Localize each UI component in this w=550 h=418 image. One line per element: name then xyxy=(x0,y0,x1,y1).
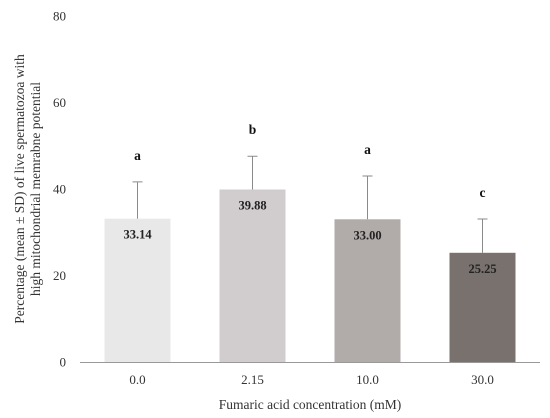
significance-letter: a xyxy=(364,142,371,157)
y-axis-title: Percentage (mean ± SD) of live spermatoz… xyxy=(12,54,43,324)
x-tick-label: 0.0 xyxy=(129,372,145,387)
data-label: 39.88 xyxy=(238,199,266,213)
data-label: 33.14 xyxy=(123,228,152,242)
error-bar xyxy=(362,175,373,220)
bar xyxy=(449,252,516,362)
bar xyxy=(334,219,401,362)
bar xyxy=(219,189,286,362)
y-axis-title-line-1: Percentage (mean ± SD) of live spermatoz… xyxy=(12,54,27,324)
x-axis-ticks: 0.0 2.15 10.0 30.0 xyxy=(129,372,494,387)
bars xyxy=(104,189,516,362)
y-tick-label: 60 xyxy=(53,95,66,110)
data-label: 25.25 xyxy=(468,262,496,276)
x-axis-title: Fumaric acid concentration (mM) xyxy=(219,397,402,412)
y-tick-label: 20 xyxy=(53,268,66,283)
significance-letter: c xyxy=(480,185,486,200)
significance-letters: a b a c xyxy=(134,122,485,200)
x-tick-label: 2.15 xyxy=(241,372,264,387)
x-tick-label: 30.0 xyxy=(471,372,494,387)
y-axis-ticks: 0 20 40 60 80 xyxy=(53,9,66,370)
error-bar xyxy=(247,155,258,190)
y-axis-title-line-2: high mitochondrial memrabne potential xyxy=(28,82,43,296)
error-bar xyxy=(132,181,143,219)
error-bars xyxy=(132,155,488,253)
y-tick-label: 80 xyxy=(53,9,66,24)
y-tick-label: 40 xyxy=(53,182,66,197)
bar xyxy=(104,218,171,362)
significance-letter: b xyxy=(249,122,257,137)
data-label: 33.00 xyxy=(353,228,381,242)
x-tick-label: 10.0 xyxy=(356,372,379,387)
data-labels: 33.14 39.88 33.00 25.25 xyxy=(123,199,496,276)
error-bar xyxy=(477,218,488,253)
significance-letter: a xyxy=(134,148,141,163)
y-tick-label: 0 xyxy=(60,355,67,370)
